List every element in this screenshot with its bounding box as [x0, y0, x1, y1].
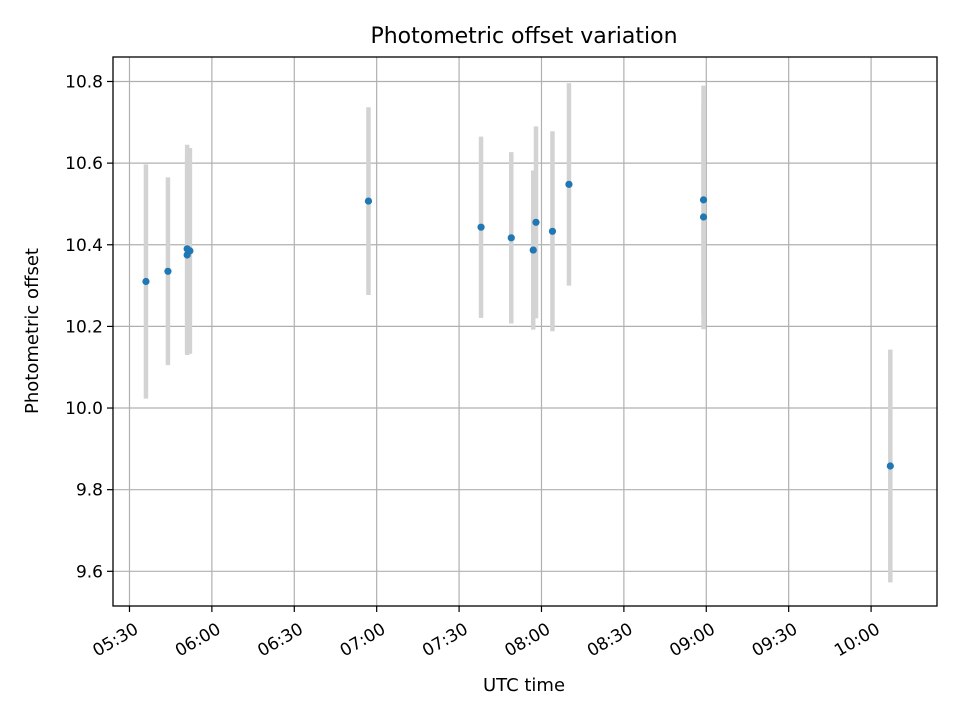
data-point — [186, 247, 194, 255]
y-tick-label: 9.8 — [76, 481, 103, 501]
data-points — [142, 180, 894, 470]
plot-frame — [112, 56, 938, 607]
data-point — [364, 197, 373, 205]
grid — [113, 57, 937, 606]
data-point — [699, 196, 708, 204]
x-tick-label: 09:00 — [666, 619, 718, 661]
data-point — [142, 277, 150, 286]
chart-title: Photometric offset variation — [370, 24, 677, 49]
x-tick-label: 08:00 — [502, 619, 554, 661]
x-tick-label: 07:00 — [337, 619, 389, 661]
y-tick-label: 10.2 — [65, 317, 103, 337]
y-tick-label: 10.8 — [65, 72, 103, 92]
x-axis-label: UTC time — [483, 675, 565, 696]
x-tick-label: 05:30 — [90, 619, 142, 661]
x-tick-label: 08:30 — [584, 619, 636, 661]
data-point — [477, 223, 485, 231]
data-point — [548, 227, 557, 235]
data-point — [886, 462, 894, 470]
y-tick-label: 10.6 — [65, 154, 103, 174]
data-point — [699, 213, 708, 221]
y-axis: 9.6 9.8 10.0 10.2 10.4 10.6 10.8 — [65, 72, 113, 582]
x-tick-label: 06:00 — [172, 619, 224, 661]
x-tick-label: 10:00 — [831, 619, 883, 661]
y-tick-label: 9.6 — [76, 562, 103, 582]
x-axis: 05:30 06:00 06:30 07:00 07:30 08:00 08:30 09:00… — [90, 606, 884, 661]
data-point — [565, 180, 573, 188]
data-point — [529, 246, 537, 254]
data-point — [532, 218, 540, 226]
y-tick-label: 10.0 — [65, 399, 103, 419]
y-axis-label: Photometric offset — [22, 248, 43, 414]
x-tick-label: 07:30 — [419, 619, 471, 661]
x-tick-label: 09:30 — [749, 619, 801, 661]
x-tick-label: 06:30 — [254, 619, 306, 661]
error-bars — [143, 83, 893, 583]
data-point — [164, 267, 172, 275]
data-point — [507, 234, 515, 242]
y-tick-label: 10.4 — [65, 236, 103, 256]
